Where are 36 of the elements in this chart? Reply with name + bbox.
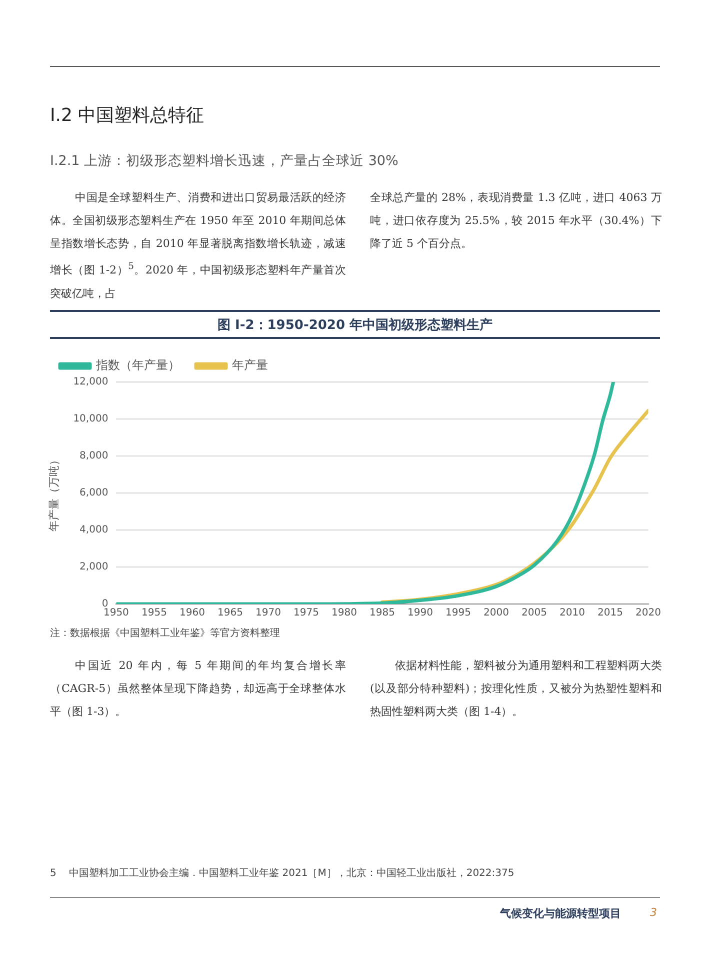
- x-tick-label: 2020: [636, 608, 661, 619]
- chart-title: 图 I-2：1950-2020 年中国初级形态塑料生产: [216, 316, 494, 334]
- text: 注：数据根据《中国塑料工业年鉴》等官方资料整理: [50, 626, 280, 640]
- x-tick-label: 1950: [103, 608, 129, 619]
- y-tick-label: 2,000: [80, 562, 108, 573]
- y-tick-label: 6,000: [80, 488, 108, 499]
- x-tick-label: 2000: [484, 608, 509, 619]
- x-tick-label: 2010: [560, 608, 585, 619]
- text: 3: [650, 906, 657, 919]
- text: 5 中国塑料加工工业协会主编．中国塑料工业年鉴 2021［M］，北京：中国轻工业出版社，2022:375: [50, 866, 514, 880]
- legend-label: 年产量: [232, 358, 268, 372]
- text: 全球总产量的 28%，表现消费量 1.3 亿吨，进口 4063 万吨，进口依存度为 25.5%，较 2015 年水平（30.4%）下降了近 5 个百分点。: [370, 190, 662, 252]
- text: 中国近 20 年内，每 5 年期间的年均复合增长率（CAGR-5）虽然整体呈现下降趋势，却远高于全球整体水平（图 1-3）。: [50, 658, 346, 720]
- y-tick-label: 10,000: [73, 414, 108, 425]
- text: I.2 中国塑料总特征: [50, 104, 204, 127]
- text: 依据材料性能，塑料被分为通用塑料和工程塑料两大类(以及部分特种塑料)；按理化性质，又被分为热塑性塑料和热固性塑料两大类（图 1-4）。: [370, 658, 662, 720]
- y-tick-label: 12,000: [73, 376, 108, 388]
- y-axis-title: 年产量（万吨）: [47, 454, 60, 532]
- x-tick-label: 1985: [370, 608, 395, 619]
- legend-label: 指数（年产量）: [95, 358, 180, 372]
- x-tick-label: 2005: [522, 608, 547, 619]
- x-tick-label: 1970: [255, 608, 281, 619]
- y-tick-label: 4,000: [80, 524, 108, 536]
- line-series: [116, 382, 616, 604]
- text: I.2.1 上游：初级形态塑料增长迅速，产量占全球近 30%: [50, 152, 398, 170]
- x-tick-label: 1965: [217, 608, 243, 619]
- x-tick-label: 2015: [598, 608, 623, 619]
- x-tick-label: 1990: [408, 608, 433, 619]
- y-tick-label: 8,000: [80, 450, 108, 462]
- x-tick-label: 1960: [179, 608, 205, 619]
- x-tick-label: 1995: [446, 608, 471, 619]
- x-tick-label: 1975: [293, 608, 319, 619]
- x-tick-label: 1955: [141, 608, 167, 619]
- text: 气候变化与能源转型项目: [500, 906, 621, 921]
- text: 中国是全球塑料生产、消费和进出口贸易最活跃的经济体。全国初级形态塑料生产在 1950 年至 2010 年期间总体呈指数增长态势，自 2010 年显著脱离指数增长轨迹，减速增长（图 1-2）$^{5}$。2020 年，中国初级形态塑料年产量首次突破亿吨，占: [50, 191, 346, 300]
- x-tick-label: 1980: [332, 608, 357, 619]
